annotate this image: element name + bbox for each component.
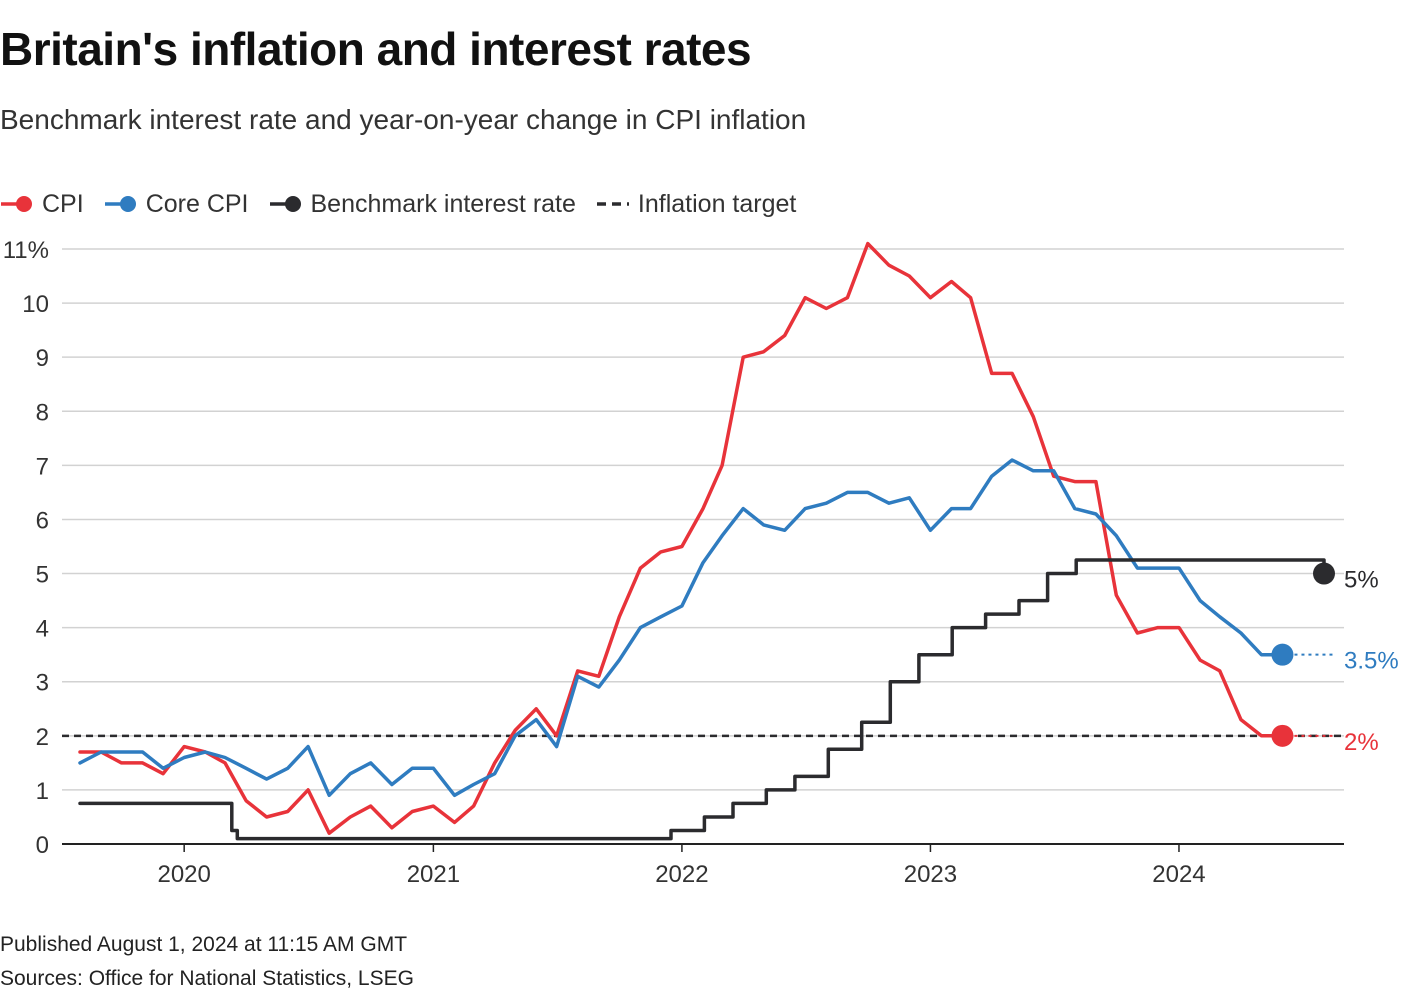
y-tick-label: 5 <box>36 562 49 589</box>
y-tick-label: 11% <box>3 237 49 264</box>
legend-key-benchmark-rate <box>269 196 301 212</box>
sources-note: Sources: Office for National Statistics,… <box>0 967 414 990</box>
x-tick-label: 2023 <box>904 861 957 888</box>
footer: Published August 1, 2024 at 11:15 AM GMT… <box>0 928 414 996</box>
legend-label-core-cpi: Core CPI <box>145 189 249 218</box>
end-marker-core <box>1271 643 1294 666</box>
published-note: Published August 1, 2024 at 11:15 AM GMT <box>0 933 408 956</box>
x-tick-labels: 2020 2021 2022 2023 2024 <box>157 844 1206 888</box>
legend-item-core-cpi: Core CPI <box>104 190 249 219</box>
legend-label-inflation-target: Inflation target <box>637 189 797 218</box>
x-tick-label: 2022 <box>655 861 708 888</box>
chart-title: Britain's inflation and interest rates <box>0 23 752 75</box>
legend-item-inflation-target: Inflation target <box>596 190 796 219</box>
legend-label-benchmark-rate: Benchmark interest rate <box>310 189 576 218</box>
x-tick-label: 2021 <box>407 861 460 888</box>
series-line-core <box>78 458 1285 798</box>
series-line-cpi <box>78 241 1285 835</box>
y-tick-label: 4 <box>36 616 49 643</box>
grid-layer <box>62 248 1344 845</box>
legend-key-cpi <box>1 196 32 212</box>
legend-key-core-cpi <box>104 196 136 212</box>
legend-label-cpi: CPI <box>42 189 84 218</box>
legend-key-inflation-target <box>596 202 629 206</box>
end-label-core: 3.5% <box>1344 648 1399 675</box>
legend-item-benchmark-rate: Benchmark interest rate <box>269 190 576 219</box>
end-marker-cpi <box>1271 724 1294 747</box>
end-label-rate: 5% <box>1344 567 1379 594</box>
y-tick-label: 10 <box>22 291 49 318</box>
end-markers: 2% 3.5% 5% <box>1271 562 1399 756</box>
y-tick-label: 2 <box>36 724 49 751</box>
end-label-cpi: 2% <box>1344 729 1379 756</box>
legend: CPI Core CPI Benchmark interest rate Inf… <box>0 186 816 222</box>
end-marker-rate <box>1313 562 1335 585</box>
y-tick-label: 3 <box>36 670 49 697</box>
series-line-rate <box>78 558 1326 841</box>
y-tick-label: 8 <box>36 399 49 426</box>
y-tick-label: 9 <box>36 345 49 372</box>
y-tick-label: 6 <box>36 507 49 534</box>
x-tick-label: 2020 <box>157 861 210 888</box>
x-tick-label: 2024 <box>1152 861 1205 888</box>
series-layer <box>78 241 1326 841</box>
chart-plot: 0 1 2 3 4 5 6 7 8 9 10 11% 2020 2021 2022 2023 2024 2% 3… <box>3 237 1399 888</box>
y-tick-label: 7 <box>36 453 49 480</box>
y-tick-labels: 0 1 2 3 4 5 6 7 8 9 10 11% <box>3 237 49 859</box>
chart-subtitle: Benchmark interest rate and year-on-year… <box>0 104 807 135</box>
y-tick-label: 1 <box>36 778 49 805</box>
legend-item-cpi: CPI <box>0 190 84 219</box>
y-tick-label: 0 <box>36 832 49 859</box>
